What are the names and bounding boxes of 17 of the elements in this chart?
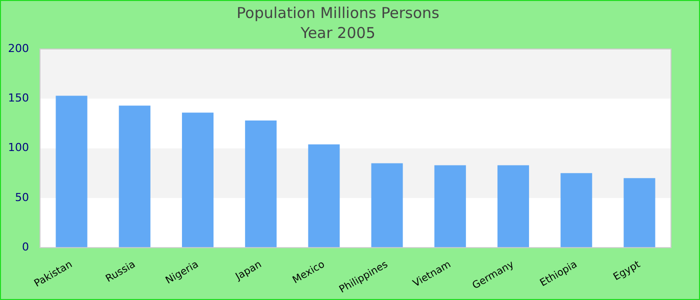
bar [56,96,88,248]
bar [182,112,214,248]
y-tick-label: 150 [8,92,29,105]
bar [624,178,656,248]
bar [560,173,592,248]
bar [118,106,150,248]
bar [497,165,530,248]
bar [245,120,277,248]
y-tick-label: 200 [8,42,29,55]
y-tick-label: 100 [8,141,29,154]
bar [371,163,403,248]
y-tick-label: 50 [14,190,29,204]
y-tick-label: 0 [22,240,29,254]
chart-title: Population Millions Persons [236,4,440,22]
bar [308,144,340,248]
bar [434,165,466,248]
chart-subtitle: Year 2005 [300,24,376,42]
